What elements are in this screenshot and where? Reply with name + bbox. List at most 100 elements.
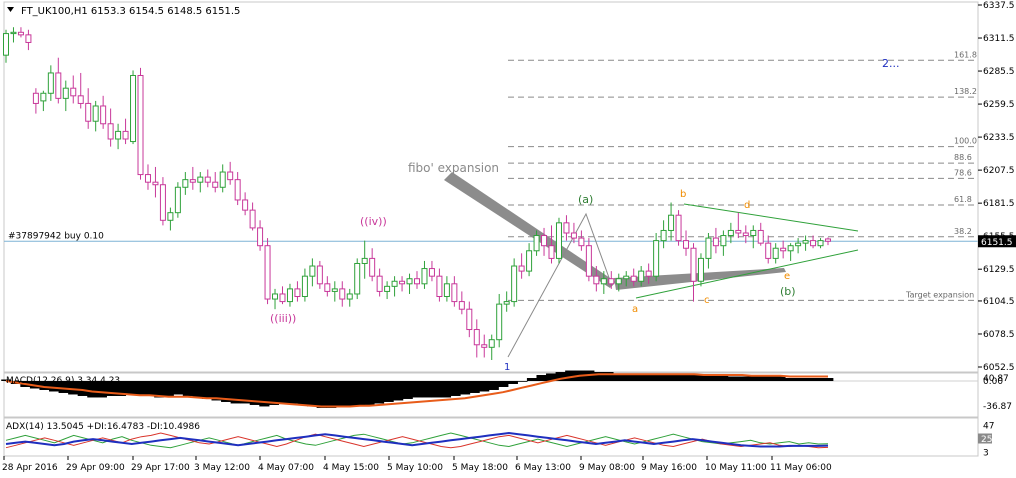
- candle: [518, 253, 525, 279]
- macd-bar: [526, 378, 538, 381]
- candle: [608, 271, 615, 289]
- minus-di-line: [5, 432, 829, 449]
- macd-tick-label: 40.87: [983, 374, 1009, 384]
- time-tick-label: 29 Apr 09:00: [66, 463, 125, 473]
- macd-bar: [412, 381, 423, 398]
- candle: [159, 177, 166, 226]
- time-tick-label: 28 Apr 2016: [2, 463, 58, 473]
- candle: [331, 281, 338, 302]
- candle: [227, 161, 234, 185]
- candlesticks: [3, 27, 831, 361]
- order-label: #37897942 buy 0.10: [8, 231, 104, 241]
- candle: [219, 164, 226, 193]
- candle: [765, 235, 772, 264]
- macd-bar: [125, 381, 136, 395]
- macd-bar: [297, 381, 308, 405]
- macd-bar: [402, 381, 413, 399]
- macd-bar: [469, 381, 480, 393]
- macd-bar: [641, 373, 652, 381]
- candle: [817, 238, 824, 249]
- triangle-lower-line: [635, 249, 859, 299]
- candle: [182, 172, 189, 195]
- time-tick-label: 5 May 18:00: [452, 463, 508, 473]
- candle: [25, 29, 32, 51]
- wave-label: c: [704, 295, 710, 306]
- candle: [585, 238, 592, 282]
- macd-bar: [756, 376, 767, 381]
- macd-bar: [507, 381, 518, 384]
- macd-bar: [135, 381, 146, 395]
- candle: [675, 210, 682, 246]
- macd-bar: [96, 381, 107, 398]
- candle: [503, 291, 510, 312]
- candle: [727, 222, 734, 244]
- candle: [264, 238, 271, 305]
- candle: [10, 27, 17, 43]
- time-tick-label: 29 Apr 17:00: [131, 463, 190, 473]
- candle: [174, 182, 181, 218]
- macd-bar: [106, 381, 117, 396]
- macd-bar: [307, 381, 318, 407]
- adx-series: 47 25 3: [5, 422, 994, 459]
- candle: [77, 72, 84, 109]
- candle: [204, 169, 211, 188]
- macd-bar: [450, 381, 461, 396]
- time-tick-label: 4 May 15:00: [323, 463, 379, 473]
- candle: [324, 276, 331, 297]
- candle: [757, 222, 764, 246]
- candle: [70, 75, 77, 104]
- macd-bar: [383, 381, 394, 402]
- macd-bar: [555, 372, 566, 381]
- candle: [55, 57, 62, 104]
- macd-bar: [698, 375, 710, 381]
- macd-bar: [49, 381, 60, 392]
- macd-bar: [632, 373, 643, 381]
- macd-bar: [240, 381, 251, 404]
- fibo-levels: 161.8 138.2 100.0 88.6 78.6 61.8 38.2 Target ex…: [508, 50, 978, 301]
- candle: [638, 266, 645, 287]
- macd-bar: [775, 376, 786, 381]
- macd-bar: [718, 375, 729, 381]
- candle: [47, 65, 54, 101]
- macd-pane[interactable]: 40.870.00 -36.87 MACD(12,26,9) 3.34 4.23: [1, 370, 1012, 418]
- candle: [428, 260, 435, 282]
- time-tick-label: 6 May 13:00: [515, 463, 571, 473]
- macd-bar: [230, 381, 241, 404]
- candle: [488, 334, 495, 361]
- dropdown-triangle-icon[interactable]: [7, 7, 14, 12]
- macd-bar: [689, 375, 700, 381]
- macd-bar: [192, 381, 203, 398]
- candle: [257, 220, 264, 251]
- macd-bar: [603, 372, 614, 381]
- macd-bar: [679, 375, 691, 381]
- candle: [137, 67, 144, 180]
- macd-bar: [823, 378, 834, 381]
- candle: [563, 215, 570, 241]
- fibo-level-label: Target expansion: [905, 290, 974, 299]
- wave-label: d: [744, 200, 750, 211]
- macd-bar: [813, 378, 824, 381]
- macd-bar: [612, 373, 624, 381]
- macd-bar: [765, 376, 777, 381]
- candle: [40, 90, 47, 112]
- candle: [511, 258, 518, 307]
- candle: [346, 288, 353, 307]
- candle: [712, 227, 719, 254]
- candle: [130, 70, 137, 145]
- price-pane[interactable]: 161.8 138.2 100.0 88.6 78.6 61.8 38.2 Target ex…: [3, 1, 979, 373]
- macd-bar: [393, 381, 404, 401]
- price-tick-label: 6104.5: [983, 297, 1015, 307]
- candle: [279, 286, 286, 305]
- price-tick-label: 6311.5: [983, 34, 1015, 44]
- fibo-level-label: 88.6: [954, 153, 972, 162]
- wave-line: [507, 212, 613, 358]
- macd-bar: [670, 373, 681, 381]
- symbol-title: FT_UK100,H1 6153.3 6154.5 6148.5 6151.5: [21, 6, 240, 17]
- time-tick-label: 4 May 07:00: [258, 463, 314, 473]
- candle: [144, 164, 151, 190]
- candle: [548, 225, 555, 264]
- candle: [115, 123, 122, 150]
- macd-bar: [373, 381, 385, 404]
- candle: [62, 80, 69, 112]
